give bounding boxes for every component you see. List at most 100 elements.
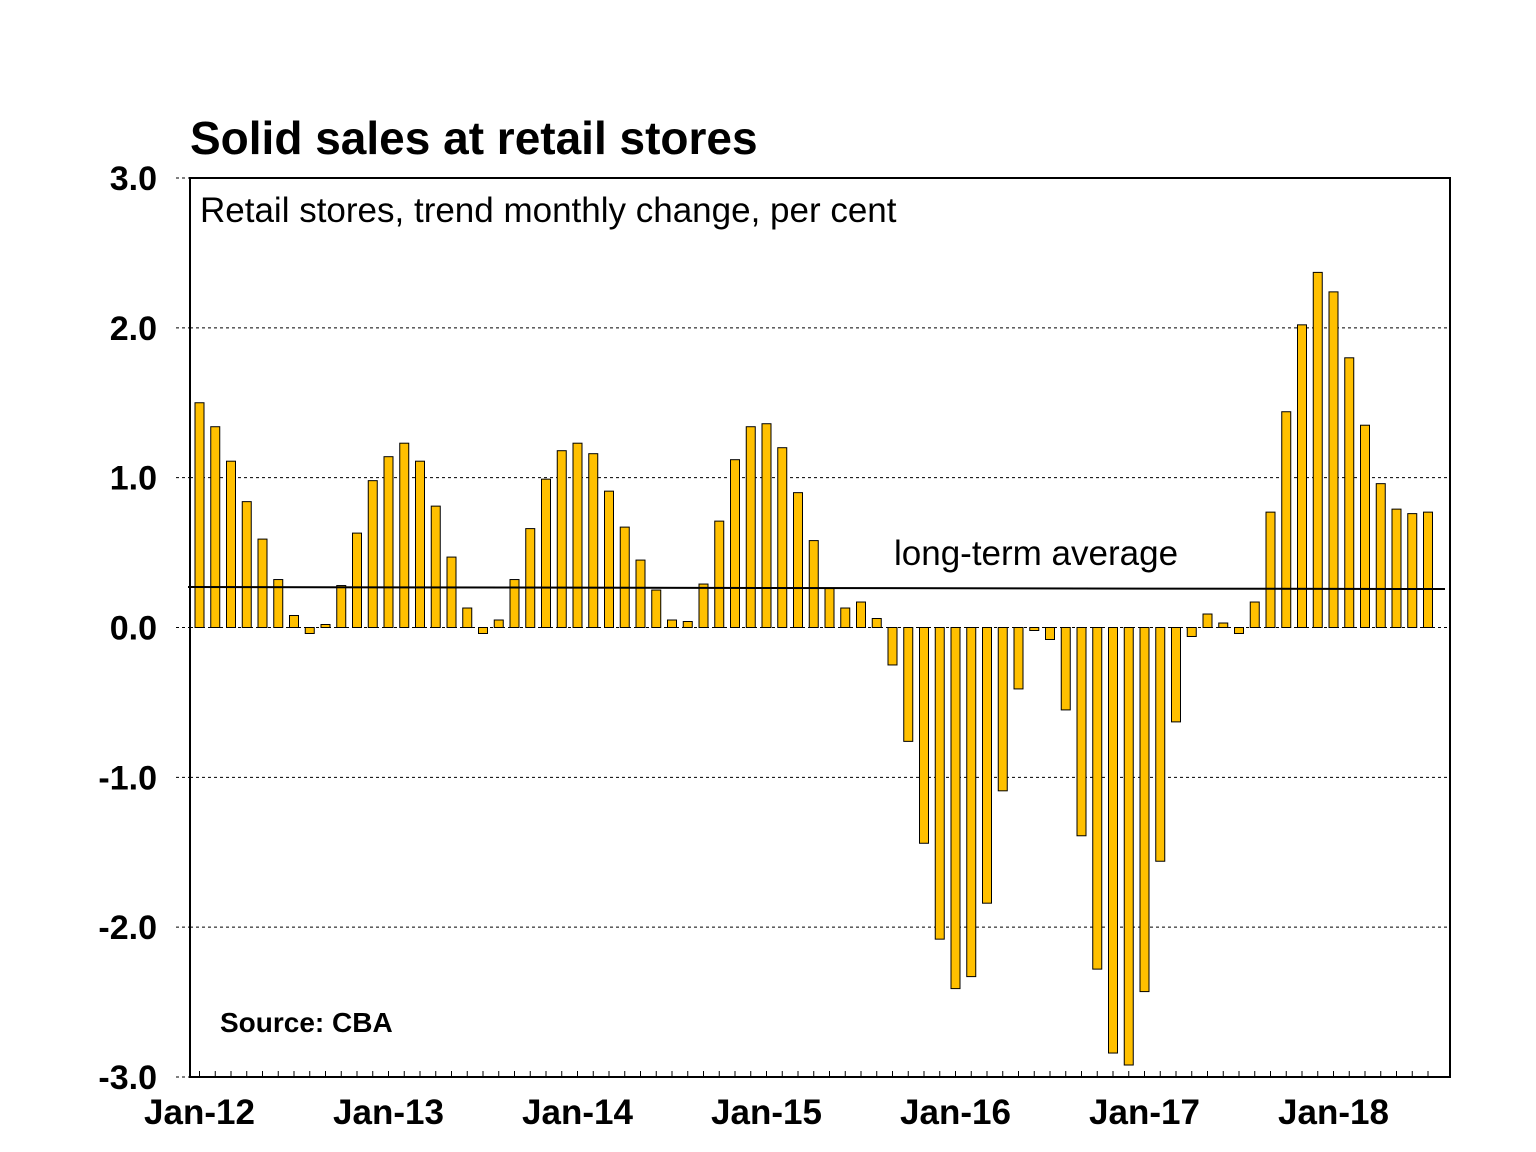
bar: [950, 627, 961, 990]
bar: [415, 460, 425, 628]
x-axis: Jan-12 Jan-13 Jan-14 Jan-15 Jan-16 Jan-17 Jan-…: [144, 1071, 1429, 1132]
bar: [1312, 271, 1323, 628]
bar: [1360, 424, 1370, 628]
bar: [509, 579, 520, 628]
bar: [541, 478, 551, 628]
bar: [777, 447, 788, 629]
grid-lines: [190, 327, 1450, 928]
bar: [1123, 627, 1134, 1066]
bar: [1202, 613, 1213, 629]
bar: [462, 607, 473, 629]
bar: [572, 442, 583, 629]
bar: [1171, 627, 1181, 723]
bar: [1218, 622, 1229, 629]
bar: [635, 559, 646, 629]
bar: [1108, 627, 1118, 1054]
bar: [856, 601, 866, 629]
bar: [304, 627, 315, 634]
bar: [1155, 627, 1166, 862]
bar: [1281, 411, 1292, 628]
bar: [257, 538, 268, 628]
bar: [840, 607, 851, 629]
bar: [493, 619, 504, 629]
bar: [793, 492, 803, 628]
bar: [808, 540, 819, 628]
bar: [556, 450, 567, 629]
bar: [399, 442, 410, 629]
bar: [1045, 627, 1055, 640]
bar: [1060, 627, 1071, 711]
bar: [761, 423, 772, 629]
x-tick-label: Jan-12: [144, 1093, 255, 1132]
bar: [730, 459, 740, 628]
bar: [903, 627, 914, 742]
x-tick-label: Jan-16: [900, 1093, 1011, 1132]
bar: [698, 583, 709, 628]
bar: [1423, 511, 1433, 629]
bar: [1375, 483, 1386, 628]
bar: [1234, 627, 1244, 634]
y-tick-label: 3.0: [110, 160, 157, 198]
bar: [383, 456, 394, 628]
bar: [210, 426, 221, 628]
bar: [1344, 357, 1355, 628]
y-tick-label: 1.0: [110, 460, 157, 498]
chart-title: Solid sales at retail stores: [190, 112, 758, 164]
bar: [226, 460, 236, 628]
bar: [619, 526, 630, 628]
bar: [289, 615, 299, 629]
x-tick-label: Jan-14: [522, 1093, 633, 1132]
long-term-average-line: [187, 586, 1446, 591]
bar: [1076, 627, 1087, 837]
bar: [241, 501, 252, 629]
bar: [682, 621, 693, 629]
bar: [320, 624, 331, 628]
bar: [478, 627, 488, 634]
bar: [1328, 291, 1339, 628]
bar: [651, 589, 662, 628]
chart-subtitle: Retail stores, trend monthly change, per…: [200, 191, 897, 230]
bar: [194, 402, 205, 628]
x-tick-label: Jan-13: [333, 1093, 444, 1132]
bar: [1139, 627, 1150, 993]
bar: [824, 588, 835, 628]
bar: [966, 627, 977, 978]
y-axis: 3.0 2.0 1.0 0.0 -1.0 -2.0 -3.0: [98, 160, 190, 1097]
bar: [1013, 627, 1024, 690]
bar: [919, 627, 929, 844]
bars: [194, 271, 1433, 1066]
bar: [887, 627, 898, 666]
bar: [667, 619, 677, 629]
bar: [336, 585, 347, 628]
bar: [588, 453, 599, 628]
bar: [446, 556, 457, 629]
bar: [525, 528, 536, 628]
bar: [1407, 513, 1418, 629]
bar: [604, 490, 614, 628]
y-tick-label: 0.0: [110, 610, 157, 648]
bar: [273, 579, 284, 628]
y-tick-label: -2.0: [98, 909, 157, 947]
bar: [1391, 508, 1402, 629]
x-tick-label: Jan-17: [1089, 1093, 1200, 1132]
bar: [1029, 627, 1040, 631]
bar: [745, 426, 756, 628]
bar: [1092, 627, 1103, 970]
y-tick-label: -3.0: [98, 1059, 157, 1097]
source-label: Source: CBA: [220, 1007, 393, 1038]
bar: [982, 627, 992, 904]
bar: [934, 627, 945, 940]
bar: [997, 627, 1008, 792]
bar: [352, 532, 362, 628]
x-tick-label: Jan-15: [711, 1093, 822, 1132]
bar: [714, 520, 725, 628]
y-tick-label: -1.0: [98, 759, 157, 797]
long-term-average-label: long-term average: [894, 534, 1178, 573]
bar: [1249, 601, 1260, 629]
bar: [871, 618, 882, 629]
y-tick-label: 2.0: [110, 310, 157, 348]
bar: [1297, 324, 1307, 628]
bar: [430, 505, 441, 629]
bar: [1186, 627, 1197, 637]
